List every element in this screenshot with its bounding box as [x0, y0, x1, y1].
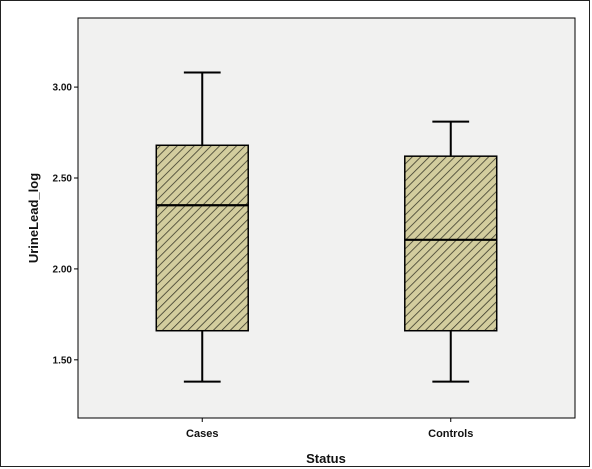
y-tick-label: 3.00: [53, 83, 73, 94]
y-axis: 1.50 2.00 2.50 3.00: [53, 83, 78, 366]
box-cases: [155, 71, 249, 383]
y-tick-label: 1.50: [53, 355, 73, 366]
y-tick-label: 2.00: [53, 264, 73, 275]
iqr-box: [404, 155, 498, 332]
x-tick-label: Cases: [186, 428, 218, 440]
plot-area: [77, 17, 576, 419]
y-axis-title: UrineLead_log: [26, 173, 41, 263]
x-axis: Cases Controls: [186, 418, 473, 440]
box-controls: [404, 120, 498, 383]
iqr-box: [155, 144, 249, 332]
x-axis-title: Status: [306, 451, 346, 466]
x-tick-label: Controls: [428, 428, 473, 440]
boxes: [155, 71, 498, 383]
y-tick-label: 2.50: [53, 174, 73, 185]
